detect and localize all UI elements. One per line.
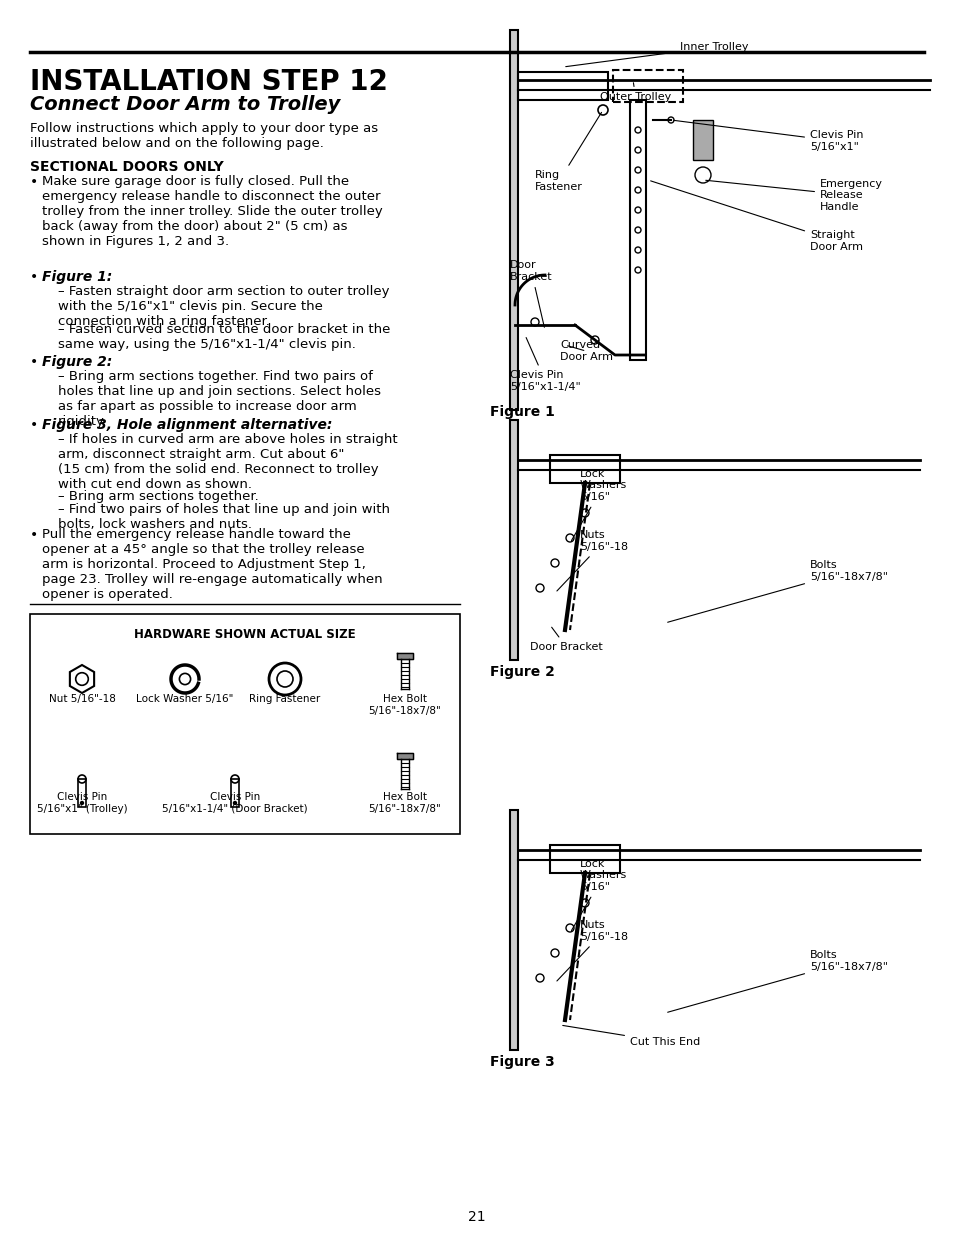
Text: – If holes in curved arm are above holes in straight
arm, disconnect straight ar: – If holes in curved arm are above holes… bbox=[58, 433, 397, 492]
Text: SECTIONAL DOORS ONLY: SECTIONAL DOORS ONLY bbox=[30, 161, 224, 174]
Text: Figure 1:: Figure 1: bbox=[42, 270, 112, 284]
Text: Figure 3, Hole alignment alternative:: Figure 3, Hole alignment alternative: bbox=[42, 417, 332, 432]
Text: Nut 5/16"-18: Nut 5/16"-18 bbox=[49, 694, 115, 704]
Bar bbox=[231, 779, 239, 806]
Text: Emergency
Release
Handle: Emergency Release Handle bbox=[705, 179, 882, 212]
Text: Bolts
5/16"-18x7/8": Bolts 5/16"-18x7/8" bbox=[667, 561, 887, 622]
Text: Straight
Door Arm: Straight Door Arm bbox=[650, 180, 862, 252]
Text: Figure 1: Figure 1 bbox=[490, 405, 555, 419]
Circle shape bbox=[80, 802, 84, 804]
Bar bbox=[78, 779, 86, 806]
Text: Figure 3: Figure 3 bbox=[490, 1055, 554, 1070]
Text: Clevis Pin
5/16"x1-1/4": Clevis Pin 5/16"x1-1/4" bbox=[510, 337, 580, 391]
Text: •: • bbox=[30, 175, 38, 189]
Text: •: • bbox=[30, 529, 38, 542]
Bar bbox=[613, 70, 682, 103]
Text: HARDWARE SHOWN ACTUAL SIZE: HARDWARE SHOWN ACTUAL SIZE bbox=[134, 629, 355, 641]
Text: Hex Bolt
5/16"-18x7/8": Hex Bolt 5/16"-18x7/8" bbox=[368, 694, 441, 715]
Polygon shape bbox=[396, 653, 413, 659]
Text: Figure 2:: Figure 2: bbox=[42, 354, 112, 369]
Text: Hex Bolt
5/16"-18x7/8": Hex Bolt 5/16"-18x7/8" bbox=[368, 792, 441, 814]
Text: Bolts
5/16"-18x7/8": Bolts 5/16"-18x7/8" bbox=[667, 951, 887, 1013]
Text: Lock
Washers
5/16": Lock Washers 5/16" bbox=[571, 858, 626, 931]
Bar bbox=[629, 100, 645, 359]
Text: •: • bbox=[30, 417, 38, 432]
Text: Cut This End: Cut This End bbox=[562, 1025, 700, 1047]
Circle shape bbox=[233, 802, 236, 804]
Text: – Bring arm sections together. Find two pairs of
holes that line up and join sec: – Bring arm sections together. Find two … bbox=[58, 370, 380, 429]
Text: Nuts
5/16"-18: Nuts 5/16"-18 bbox=[557, 530, 627, 592]
Text: Ring
Fastener: Ring Fastener bbox=[535, 112, 601, 191]
Text: Lock Washer 5/16": Lock Washer 5/16" bbox=[136, 694, 233, 704]
Text: Nuts
5/16"-18: Nuts 5/16"-18 bbox=[557, 920, 627, 981]
Text: Inner Trolley: Inner Trolley bbox=[565, 42, 748, 67]
Polygon shape bbox=[396, 753, 413, 760]
Text: – Fasten straight door arm section to outer trolley
with the 5/16"x1" clevis pin: – Fasten straight door arm section to ou… bbox=[58, 285, 389, 329]
Text: Make sure garage door is fully closed. Pull the
emergency release handle to disc: Make sure garage door is fully closed. P… bbox=[42, 175, 382, 248]
Text: Figure 2: Figure 2 bbox=[490, 664, 555, 679]
Bar bbox=[550, 454, 619, 483]
Text: •: • bbox=[30, 354, 38, 369]
Bar bbox=[692, 120, 712, 161]
Bar bbox=[510, 30, 517, 410]
Text: Door Bracket: Door Bracket bbox=[530, 627, 602, 652]
Text: Ring Fastener: Ring Fastener bbox=[249, 694, 320, 704]
Bar bbox=[510, 420, 517, 659]
Text: Follow instructions which apply to your door type as
illustrated below and on th: Follow instructions which apply to your … bbox=[30, 122, 377, 149]
Text: •: • bbox=[30, 270, 38, 284]
Bar bbox=[550, 845, 619, 873]
Text: – Bring arm sections together.: – Bring arm sections together. bbox=[58, 490, 258, 503]
Text: Outer Trolley: Outer Trolley bbox=[599, 83, 671, 103]
Text: Clevis Pin
5/16"x1" (Trolley): Clevis Pin 5/16"x1" (Trolley) bbox=[36, 792, 127, 814]
Text: INSTALLATION STEP 12: INSTALLATION STEP 12 bbox=[30, 68, 388, 96]
Text: Clevis Pin
5/16"x1-1/4" (Door Bracket): Clevis Pin 5/16"x1-1/4" (Door Bracket) bbox=[162, 792, 308, 814]
Text: 21: 21 bbox=[468, 1210, 485, 1224]
Text: Connect Door Arm to Trolley: Connect Door Arm to Trolley bbox=[30, 95, 340, 114]
Text: Door
Bracket: Door Bracket bbox=[510, 261, 552, 327]
Text: Curved
Door Arm: Curved Door Arm bbox=[559, 341, 613, 362]
FancyBboxPatch shape bbox=[30, 614, 459, 834]
Text: – Find two pairs of holes that line up and join with
bolts, lock washers and nut: – Find two pairs of holes that line up a… bbox=[58, 503, 390, 531]
Bar bbox=[510, 810, 517, 1050]
Bar bbox=[517, 72, 607, 100]
Text: Pull the emergency release handle toward the
opener at a 45° angle so that the t: Pull the emergency release handle toward… bbox=[42, 529, 382, 601]
Text: – Fasten curved section to the door bracket in the
same way, using the 5/16"x1-1: – Fasten curved section to the door brac… bbox=[58, 324, 390, 351]
Text: Clevis Pin
5/16"x1": Clevis Pin 5/16"x1" bbox=[673, 120, 862, 152]
Text: Lock
Washers
5/16": Lock Washers 5/16" bbox=[571, 469, 626, 541]
